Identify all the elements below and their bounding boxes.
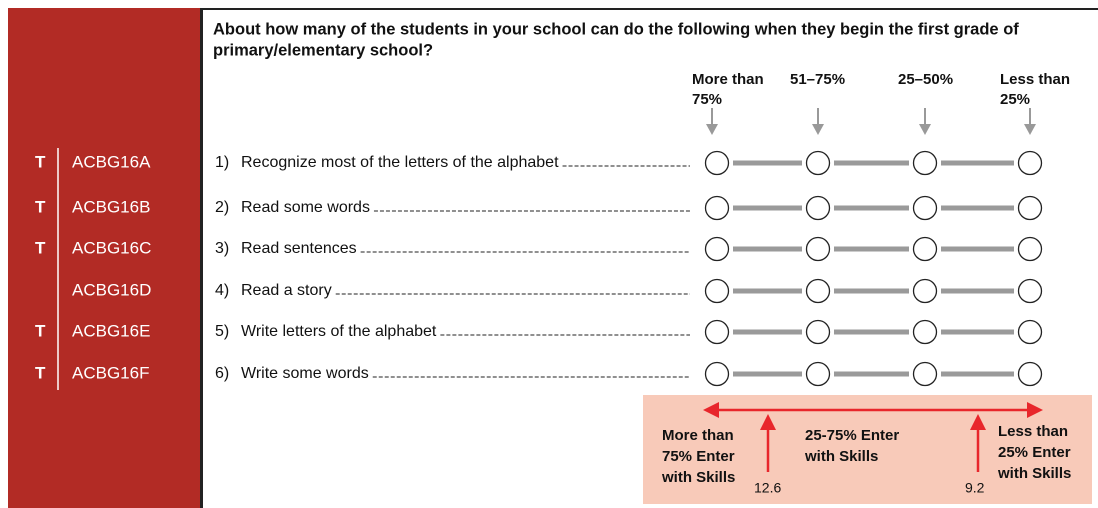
column-header: 75%: [692, 91, 722, 108]
cutpoint: 9.2: [965, 480, 985, 496]
item-text: Read a story: [241, 282, 332, 299]
response-option[interactable]: [912, 150, 938, 176]
item-code: ACBG16A: [72, 152, 151, 171]
item-number: 6): [215, 365, 229, 382]
response-option[interactable]: [805, 319, 831, 345]
response-option[interactable]: [912, 236, 938, 262]
question-text: About how many of the students in your s…: [213, 20, 1019, 38]
item-code: ACBG16C: [72, 238, 151, 257]
header-arrowhead: [919, 124, 931, 135]
response-option[interactable]: [1017, 278, 1043, 304]
response-option[interactable]: [912, 319, 938, 345]
header-arrowhead: [812, 124, 824, 135]
response-option[interactable]: [805, 236, 831, 262]
response-option[interactable]: [704, 150, 730, 176]
item-text: Read sentences: [241, 240, 357, 257]
legend-label: with Skills: [997, 465, 1071, 482]
response-option[interactable]: [912, 195, 938, 221]
flag: T: [35, 238, 46, 257]
item-number: 1): [215, 154, 229, 171]
item-text: Write letters of the alphabet: [241, 323, 437, 340]
item-code: ACBG16D: [72, 280, 151, 299]
cutpoint: 12.6: [754, 480, 781, 496]
legend-label: Less than: [998, 423, 1068, 440]
item-code: ACBG16E: [72, 321, 150, 340]
legend-label: 25-75% Enter: [805, 427, 899, 444]
response-option[interactable]: [704, 278, 730, 304]
response-option[interactable]: [1017, 236, 1043, 262]
response-option[interactable]: [704, 361, 730, 387]
item-number: 2): [215, 199, 229, 216]
legend-label: with Skills: [804, 448, 878, 465]
response-option[interactable]: [704, 319, 730, 345]
column-header: 51–75%: [790, 71, 845, 88]
response-option[interactable]: [805, 361, 831, 387]
item-code: ACBG16F: [72, 363, 149, 382]
header-arrowhead: [706, 124, 718, 135]
column-header: 25–50%: [898, 71, 953, 88]
column-header: Less than: [1000, 71, 1070, 88]
item-code: ACBG16B: [72, 197, 150, 216]
header-arrowhead: [1024, 124, 1036, 135]
response-option[interactable]: [1017, 150, 1043, 176]
question-text: primary/elementary school?: [213, 41, 433, 59]
legend-label: with Skills: [661, 469, 735, 486]
response-option[interactable]: [1017, 195, 1043, 221]
flag: T: [35, 197, 46, 216]
item-number: 5): [215, 323, 229, 340]
legend-arrows: [703, 402, 1043, 472]
response-option[interactable]: [1017, 319, 1043, 345]
item-text: Write some words: [241, 365, 369, 382]
flag: T: [35, 152, 46, 171]
flag: T: [35, 321, 46, 340]
legend-label: 25% Enter: [998, 444, 1071, 461]
side-panel: [8, 8, 201, 508]
response-option[interactable]: [805, 150, 831, 176]
flag: T: [35, 363, 46, 382]
legend-label: 75% Enter: [662, 448, 735, 465]
response-option[interactable]: [1017, 361, 1043, 387]
response-option[interactable]: [805, 195, 831, 221]
legend-label: More than: [662, 427, 734, 444]
item-number: 4): [215, 282, 229, 299]
column-header: 25%: [1000, 91, 1030, 108]
response-option[interactable]: [912, 361, 938, 387]
response-option[interactable]: [912, 278, 938, 304]
item-text: Read some words: [241, 199, 370, 216]
response-option[interactable]: [805, 278, 831, 304]
response-option[interactable]: [704, 236, 730, 262]
response-option[interactable]: [704, 195, 730, 221]
item-text: Recognize most of the letters of the alp…: [241, 154, 559, 171]
item-number: 3): [215, 240, 229, 257]
column-header: More than: [692, 71, 764, 88]
